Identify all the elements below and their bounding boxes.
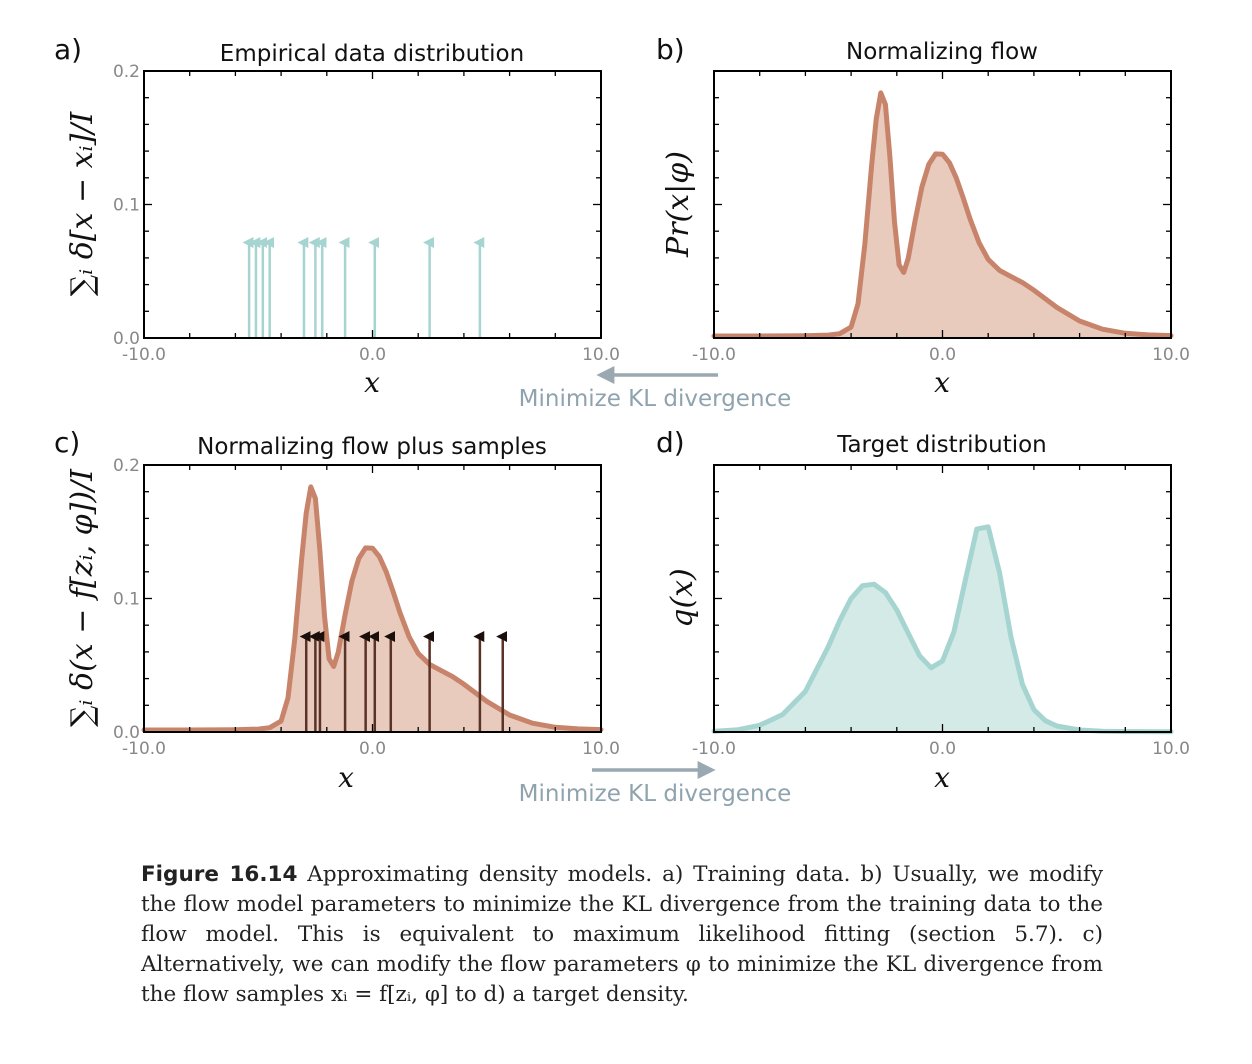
- panel-a-title: Empirical data distribution: [220, 41, 524, 67]
- panel-a-plot-area: -10.0 0.0 10.00.00.10.2: [113, 62, 620, 365]
- panel-a: a) Empirical data distribution -10.0 0.0 1…: [54, 33, 620, 399]
- figure: a) Empirical data distribution -10.0 0.0 1…: [54, 33, 1190, 807]
- panel-letter-c: c): [54, 426, 80, 459]
- panel-c-x-tick-label: -10.0: [122, 739, 166, 759]
- panel-b: b) Normalizing flow -10.0 0.0 10.0 x Pr(x|…: [656, 33, 1190, 399]
- panel-c-x-tick-label: 0.0: [359, 739, 386, 759]
- panel-b-x-tick-label: -10.0: [692, 345, 736, 365]
- panel-b-density-line: [711, 90, 1174, 339]
- panel-c-y-tick-label: 0.1: [113, 590, 140, 610]
- panel-d-density-line: [711, 524, 1174, 735]
- panel-d-plot-area: -10.0 0.0 10.0: [692, 464, 1190, 759]
- panel-letter-d: d): [656, 426, 685, 459]
- panel-b-x-tick-label: 0.0: [929, 345, 956, 365]
- figure-label: Figure 16.14: [141, 862, 298, 887]
- panel-d-x-tick-label: 0.0: [929, 739, 956, 759]
- panel-c-y-tick-label: 0.0: [113, 723, 140, 743]
- panel-b-title: Normalizing flow: [846, 39, 1038, 65]
- panel-letter-a: a): [54, 33, 82, 66]
- kl-label-bottom: Minimize KL divergence: [519, 781, 792, 807]
- panel-d-x-tick-label: 10.0: [1152, 739, 1190, 759]
- panel-c-density-line: [141, 484, 604, 733]
- panel-b-density-area: [714, 92, 1171, 339]
- panel-d: d) Target distribution -10.0 0.0 10.0 x q(…: [656, 426, 1190, 794]
- panel-c-x-tick-label: 10.0: [582, 739, 620, 759]
- panel-letter-b: b): [656, 33, 685, 66]
- caption-text: Approximating density models. a) Trainin…: [141, 862, 1103, 1007]
- panel-c-y-tick-label: 0.2: [113, 456, 140, 476]
- panel-a-y-tick-label: 0.2: [113, 62, 140, 82]
- panel-d-x-tick-label: -10.0: [692, 739, 736, 759]
- panel-d-x-label: x: [934, 761, 950, 794]
- panel-c-y-label: ∑ᵢ δ(x − f[zᵢ, φ])/I: [65, 468, 100, 727]
- panel-a-x-tick-label: 0.0: [359, 345, 386, 365]
- panel-c-title: Normalizing flow plus samples: [197, 434, 547, 460]
- panel-b-plot-area: -10.0 0.0 10.0: [692, 70, 1190, 365]
- kl-label-top: Minimize KL divergence: [519, 386, 792, 412]
- panel-a-frame: [143, 70, 602, 339]
- panel-c-plot-area: -10.0 0.0 10.00.00.10.2: [113, 456, 620, 759]
- figure-caption: Figure 16.14 Approximating density model…: [141, 860, 1103, 1010]
- panel-a-y-label: ∑ᵢ δ[x − xᵢ]/I: [65, 111, 100, 297]
- panel-d-density-area: [714, 526, 1171, 732]
- panel-c-density-area: [144, 486, 601, 732]
- panel-b-y-label: Pr(x|φ): [661, 151, 696, 258]
- kl-arrow-top: Minimize KL divergence: [519, 366, 792, 412]
- panel-a-x-tick-label: 10.0: [582, 345, 620, 365]
- panel-c: c) Normalizing flow plus samples -10.0 0.…: [54, 426, 620, 794]
- panel-d-title: Target distribution: [836, 432, 1047, 458]
- panel-c-x-label: x: [338, 761, 354, 794]
- panel-b-x-tick-label: 10.0: [1152, 345, 1190, 365]
- panel-a-y-tick-label: 0.1: [113, 196, 140, 216]
- kl-arrow-bottom: Minimize KL divergence: [519, 761, 792, 807]
- panel-a-x-tick-label: -10.0: [122, 345, 166, 365]
- panel-a-x-label: x: [364, 366, 380, 399]
- panel-b-x-label: x: [934, 366, 950, 399]
- panel-a-y-tick-label: 0.0: [113, 329, 140, 349]
- panel-d-y-label: q(x): [665, 568, 700, 628]
